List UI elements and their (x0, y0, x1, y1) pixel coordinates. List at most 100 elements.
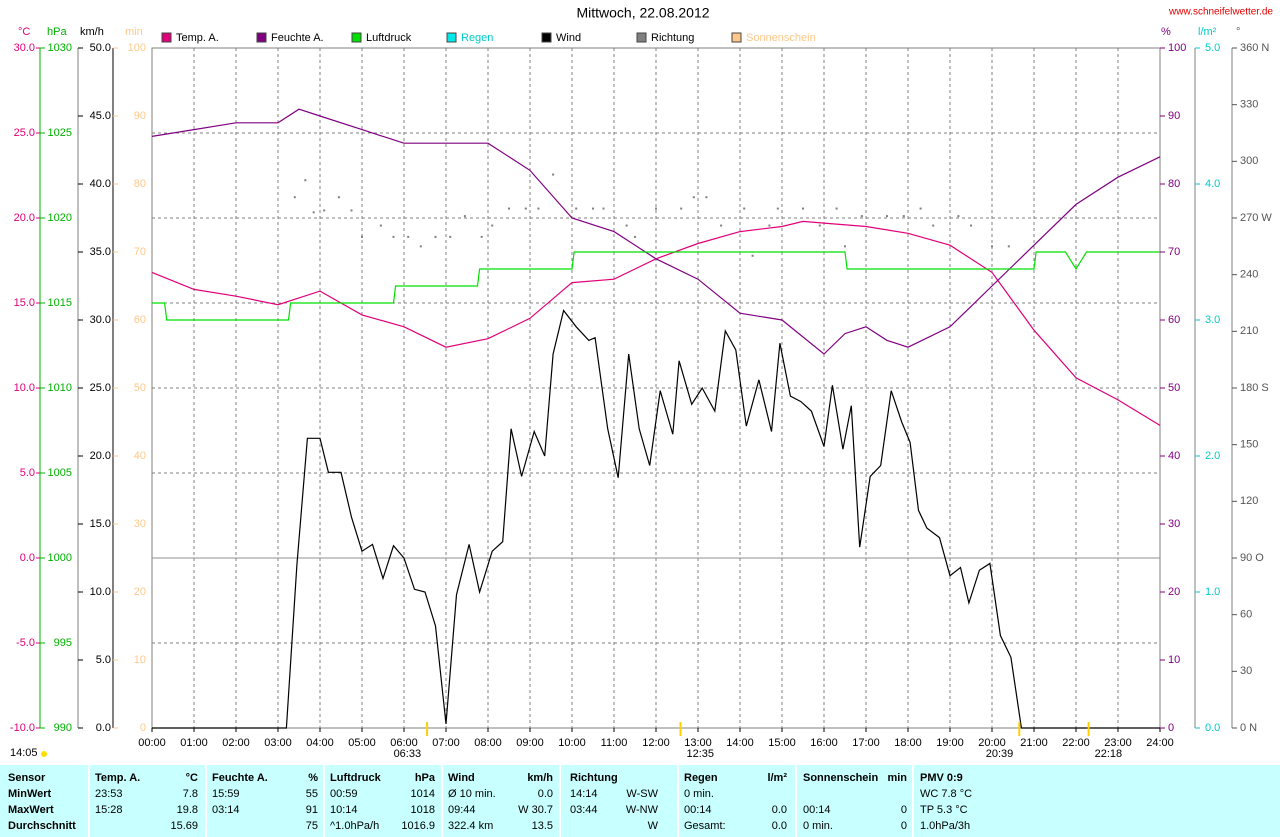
x-tick-label: 12:00 (642, 737, 670, 749)
table-cell: 1.0hPa/3h (920, 820, 971, 832)
table-cell: Sensor (8, 772, 46, 784)
table-cell: W-NW (625, 804, 658, 816)
x-tick-label: 09:00 (516, 737, 544, 749)
legend-swatch (731, 32, 742, 43)
y-tick-label: 70 (134, 246, 146, 258)
series-line (152, 251, 1160, 321)
y-tick-label: 2.0 (1205, 450, 1220, 462)
y-tick-label: 90 O (1240, 552, 1264, 564)
direction-dot (392, 235, 395, 238)
table-cell: Temp. A. (95, 772, 141, 784)
table-cell: 03:44 (570, 804, 598, 816)
y-tick-label: 30 (1168, 518, 1180, 530)
table-cell: l/m² (767, 772, 787, 784)
direction-dot (818, 224, 821, 227)
direction-dot (802, 207, 804, 210)
direction-dot (304, 179, 307, 182)
x-tick-label: 07:00 (432, 737, 460, 749)
y-tick-label: 90 (1168, 110, 1180, 122)
direction-dot (552, 173, 555, 176)
y-tick-label: 60 (1168, 314, 1180, 326)
y-tick-label: 180 S (1240, 382, 1269, 394)
table-cell: 15.69 (170, 820, 198, 832)
table-cell: W 30.7 (518, 804, 553, 816)
y-tick-label: 240 (1240, 269, 1258, 281)
column-separator (441, 765, 443, 837)
direction-dot (419, 245, 422, 248)
y-tick-label: 80 (134, 178, 146, 190)
table-cell: ^1.0hPa/h (330, 820, 380, 832)
y-tick-label: 10 (134, 654, 146, 666)
direction-dot (463, 215, 466, 218)
direction-dot (970, 224, 972, 227)
legend-label: Wind (556, 32, 581, 44)
table-cell: 0 (900, 820, 907, 832)
direction-dot (776, 207, 779, 210)
y-tick-label: 360 N (1240, 42, 1269, 54)
table-cell: Ø 10 min. (448, 788, 496, 800)
y-tick-label: 1015 (48, 297, 72, 309)
table-cell: MaxWert (8, 804, 54, 816)
direction-dot (480, 235, 483, 238)
y-tick-label: 15.0 (90, 518, 111, 530)
y-tick-label: 60 (1240, 609, 1252, 621)
table-cell: Luftdruck (330, 772, 381, 784)
x-tick-label: 08:00 (474, 737, 502, 749)
direction-dot (860, 215, 863, 218)
series-line (151, 220, 1161, 426)
direction-dot (902, 215, 905, 218)
x-tick-label: 18:00 (894, 737, 922, 749)
table-cell: 14:14 (570, 788, 598, 800)
axis-unit: % (1161, 26, 1171, 38)
table-cell: W (647, 820, 658, 832)
x-tick-label: 19:00 (936, 737, 964, 749)
y-tick-label: 30.0 (14, 42, 35, 54)
direction-dot (634, 235, 636, 238)
y-tick-label: 15.0 (14, 297, 35, 309)
legend-label: Feuchte A. (271, 32, 324, 44)
table-cell: Richtung (570, 772, 618, 784)
y-tick-label: 0 N (1240, 722, 1257, 734)
table-cell: 0 min. (684, 788, 714, 800)
table-cell: °C (185, 772, 198, 784)
table-cell: WC 7.8 °C (920, 788, 973, 800)
direction-dot (337, 196, 340, 199)
direction-dot (768, 224, 771, 227)
time-annotation: 22:18 (1095, 748, 1123, 760)
y-tick-label: 0.0 (20, 552, 35, 564)
table-cell: 15:59 (212, 788, 240, 800)
table-cell: 1014 (410, 788, 435, 800)
table-cell: 00:14 (803, 804, 831, 816)
direction-dot (655, 207, 657, 210)
axis-unit: l/m² (1198, 26, 1217, 38)
table-cell: 0 min. (803, 820, 833, 832)
column-separator (795, 765, 797, 837)
source: www.schneifelwetter.de (1168, 7, 1273, 18)
table-cell: 0.0 (537, 788, 553, 800)
y-tick-label: 3.0 (1205, 314, 1220, 326)
x-tick-label: 20:00 (978, 737, 1006, 749)
y-tick-label: 150 (1240, 439, 1258, 451)
y-tick-label: 1.0 (1205, 586, 1220, 598)
table-cell: Durchschnitt (8, 820, 76, 832)
x-tick-label: 03:00 (264, 737, 292, 749)
y-tick-label: 20.0 (14, 212, 35, 224)
column-separator (677, 765, 679, 837)
y-tick-label: 1030 (48, 42, 72, 54)
y-tick-label: 10 (1168, 654, 1180, 666)
update-time: 14:05 (10, 747, 38, 759)
y-tick-label: 4.0 (1205, 178, 1220, 190)
table-cell: TP 5.3 °C (920, 804, 968, 816)
y-tick-label: 30.0 (90, 314, 111, 326)
y-tick-label: 0 (1168, 722, 1174, 734)
direction-dot (751, 254, 754, 257)
x-tick-label: 13:00 (684, 737, 712, 749)
y-tick-label: 1005 (48, 467, 72, 479)
chart: Mittwoch, 22.08.2012 www.schneifelwetter… (9, 4, 1274, 760)
y-tick-label: 995 (54, 637, 72, 649)
table-cell: Gesamt: (684, 820, 726, 832)
y-tick-label: 210 (1240, 325, 1258, 337)
table-cell: 0 (900, 804, 907, 816)
x-tick-label: 22:00 (1062, 737, 1090, 749)
